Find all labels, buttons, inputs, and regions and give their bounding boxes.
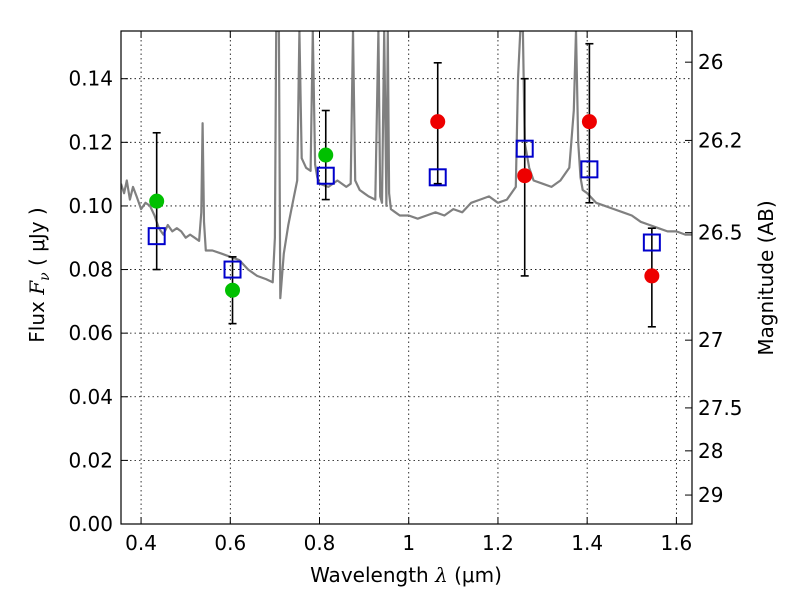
y-tick-label: 0.06 bbox=[68, 321, 113, 345]
y-tick-label: 0.02 bbox=[68, 448, 113, 472]
y2-tick-label: 28 bbox=[698, 439, 723, 463]
model-square-marker bbox=[316, 166, 335, 185]
y2-tick-label: 27 bbox=[698, 328, 723, 352]
y2-tick-label: 29 bbox=[698, 483, 723, 507]
y-tick-label: 0.04 bbox=[68, 385, 113, 409]
model-square-marker bbox=[223, 260, 242, 279]
measured-green-marker bbox=[225, 282, 241, 298]
y-axis-label: Flux Fν ( μJy ) bbox=[25, 207, 53, 342]
plot-frame bbox=[120, 30, 693, 525]
measured-red-marker bbox=[644, 268, 660, 284]
x-tick-label: 1.4 bbox=[571, 531, 603, 555]
y2-tick-label: 26 bbox=[698, 50, 723, 74]
x-axis-label: Wavelength λ (μm) bbox=[310, 563, 502, 587]
model-square-marker bbox=[428, 168, 447, 187]
observed-flux-errorbars bbox=[152, 42, 656, 328]
x-tick-label: 0.6 bbox=[214, 531, 246, 555]
x-tick-label: 1 bbox=[402, 531, 415, 555]
y-tick-label: 0.12 bbox=[68, 130, 113, 154]
y2-tick-label: 27.5 bbox=[698, 396, 743, 420]
y-tick-label: 0.14 bbox=[68, 67, 113, 91]
y-tick-label: 0.00 bbox=[68, 512, 113, 536]
measured-red-marker bbox=[517, 168, 533, 184]
y-tick-label: 0.10 bbox=[68, 194, 113, 218]
model-spectrum bbox=[121, 31, 692, 300]
y2-tick-label: 26.2 bbox=[698, 128, 743, 152]
measured-red-marker bbox=[581, 114, 597, 130]
x-tick-label: 1.6 bbox=[660, 531, 692, 555]
model-band-flux-markers bbox=[147, 139, 661, 279]
model-square-marker bbox=[580, 160, 599, 179]
y2-axis-label: Magnitude (AB) bbox=[754, 200, 778, 355]
grid bbox=[121, 31, 692, 525]
model-square-marker bbox=[515, 139, 534, 158]
axis-ticks: 0.4 0.6 0.8 1 1.2 1.4 1.6 0.00 0.02 0.04 0.06 0.08 0… bbox=[68, 31, 743, 555]
model-square-marker bbox=[147, 227, 166, 246]
y2-tick-label: 26.5 bbox=[698, 221, 743, 245]
x-tick-label: 0.4 bbox=[125, 531, 157, 555]
x-tick-label: 0.8 bbox=[304, 531, 336, 555]
y-tick-label: 0.08 bbox=[68, 258, 113, 282]
spectrum-line bbox=[121, 31, 692, 300]
x-tick-label: 1.2 bbox=[482, 531, 514, 555]
measured-green-marker bbox=[318, 147, 334, 163]
model-square-marker bbox=[642, 233, 661, 252]
measured-flux-markers bbox=[149, 114, 660, 298]
measured-green-marker bbox=[149, 193, 165, 209]
measured-red-marker bbox=[430, 114, 446, 130]
